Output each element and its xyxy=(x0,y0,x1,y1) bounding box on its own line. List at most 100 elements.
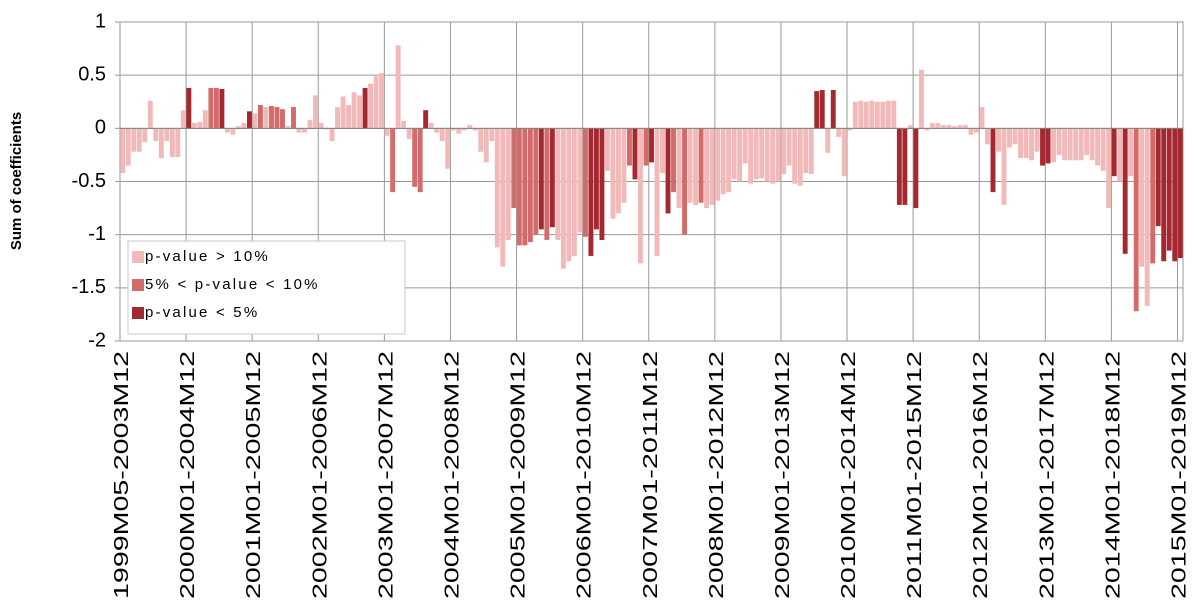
bar xyxy=(1062,128,1068,161)
y-tick-label: -0.5 xyxy=(72,170,106,192)
bar xyxy=(1034,128,1040,152)
bar xyxy=(885,100,891,129)
bar xyxy=(1095,128,1101,166)
bar xyxy=(1089,128,1095,161)
bar xyxy=(219,88,225,129)
bar xyxy=(709,128,715,205)
bar xyxy=(968,128,974,135)
bar xyxy=(180,110,186,129)
bar xyxy=(318,123,324,129)
bar xyxy=(582,128,588,237)
bar xyxy=(439,128,445,142)
bar xyxy=(246,111,252,129)
bar xyxy=(175,128,181,158)
bar xyxy=(131,128,137,152)
bar xyxy=(786,128,792,166)
bar xyxy=(643,128,649,166)
bar xyxy=(202,110,208,129)
bar xyxy=(797,128,803,186)
bar xyxy=(522,128,528,246)
x-tick-label: 2000M01-2004M12 xyxy=(177,351,199,599)
bar xyxy=(335,107,341,129)
y-tick-label: 1 xyxy=(95,10,106,32)
bar xyxy=(896,128,902,205)
bar xyxy=(186,87,192,129)
bar xyxy=(428,123,434,129)
bar xyxy=(169,128,175,158)
bar xyxy=(1029,128,1034,161)
bar xyxy=(1056,128,1062,155)
bar xyxy=(621,128,627,203)
bar xyxy=(296,128,302,133)
bar xyxy=(990,128,996,193)
x-tick-label: 2012M01-2016M12 xyxy=(970,351,992,599)
x-tick-label: 2011M01-2015M12 xyxy=(904,351,926,599)
bar xyxy=(841,128,847,177)
legend-swatch xyxy=(132,279,144,291)
bar xyxy=(313,95,318,129)
bar xyxy=(604,128,610,171)
bar xyxy=(538,128,544,230)
bar xyxy=(1177,128,1183,259)
bar xyxy=(808,128,814,175)
bar xyxy=(830,90,836,129)
bar xyxy=(241,123,247,129)
bar xyxy=(935,123,941,129)
bar xyxy=(825,128,831,153)
bar xyxy=(461,128,467,131)
bar xyxy=(362,87,368,129)
bar xyxy=(142,128,148,143)
legend-box xyxy=(127,240,406,335)
bar xyxy=(450,128,456,131)
bar xyxy=(1128,128,1134,177)
bar xyxy=(1073,128,1079,161)
bar xyxy=(792,128,798,184)
bar xyxy=(412,128,418,187)
y-axis-title: Sum of coefficients xyxy=(8,112,25,250)
bar xyxy=(1023,128,1029,159)
bar xyxy=(434,128,440,133)
bar xyxy=(516,128,522,246)
bar xyxy=(511,128,517,209)
bar xyxy=(191,123,197,129)
bar xyxy=(742,128,748,164)
bar xyxy=(1078,128,1084,161)
bar xyxy=(235,126,241,129)
bar xyxy=(357,95,363,129)
bar xyxy=(632,128,638,180)
legend-label: p-value > 10% xyxy=(145,248,270,265)
bar xyxy=(863,101,869,129)
bar xyxy=(566,128,572,262)
bar xyxy=(577,128,583,233)
bar xyxy=(379,73,385,129)
bar xyxy=(715,128,721,201)
bar xyxy=(979,107,985,129)
bar xyxy=(588,128,594,256)
bar xyxy=(649,128,654,163)
bar xyxy=(852,101,858,129)
bar xyxy=(527,128,533,243)
bar xyxy=(456,128,462,134)
bar xyxy=(417,128,423,193)
bar xyxy=(197,121,203,129)
bar xyxy=(693,128,699,205)
bar xyxy=(505,128,511,240)
bar xyxy=(401,120,407,129)
bar xyxy=(946,125,952,129)
bar xyxy=(660,128,665,173)
bar xyxy=(676,128,682,209)
bar xyxy=(560,128,566,269)
y-tick-label: -1 xyxy=(88,223,106,245)
bar xyxy=(913,128,919,209)
bar xyxy=(533,128,539,235)
bar xyxy=(274,107,280,129)
bar xyxy=(770,128,776,184)
bar xyxy=(1007,128,1012,148)
bar xyxy=(285,126,291,129)
bar xyxy=(257,104,263,129)
bar xyxy=(136,128,142,152)
bar xyxy=(230,128,236,135)
x-tick-label: 2014M01-2018M12 xyxy=(1102,351,1124,599)
bar xyxy=(996,128,1001,152)
bar xyxy=(1155,128,1161,227)
